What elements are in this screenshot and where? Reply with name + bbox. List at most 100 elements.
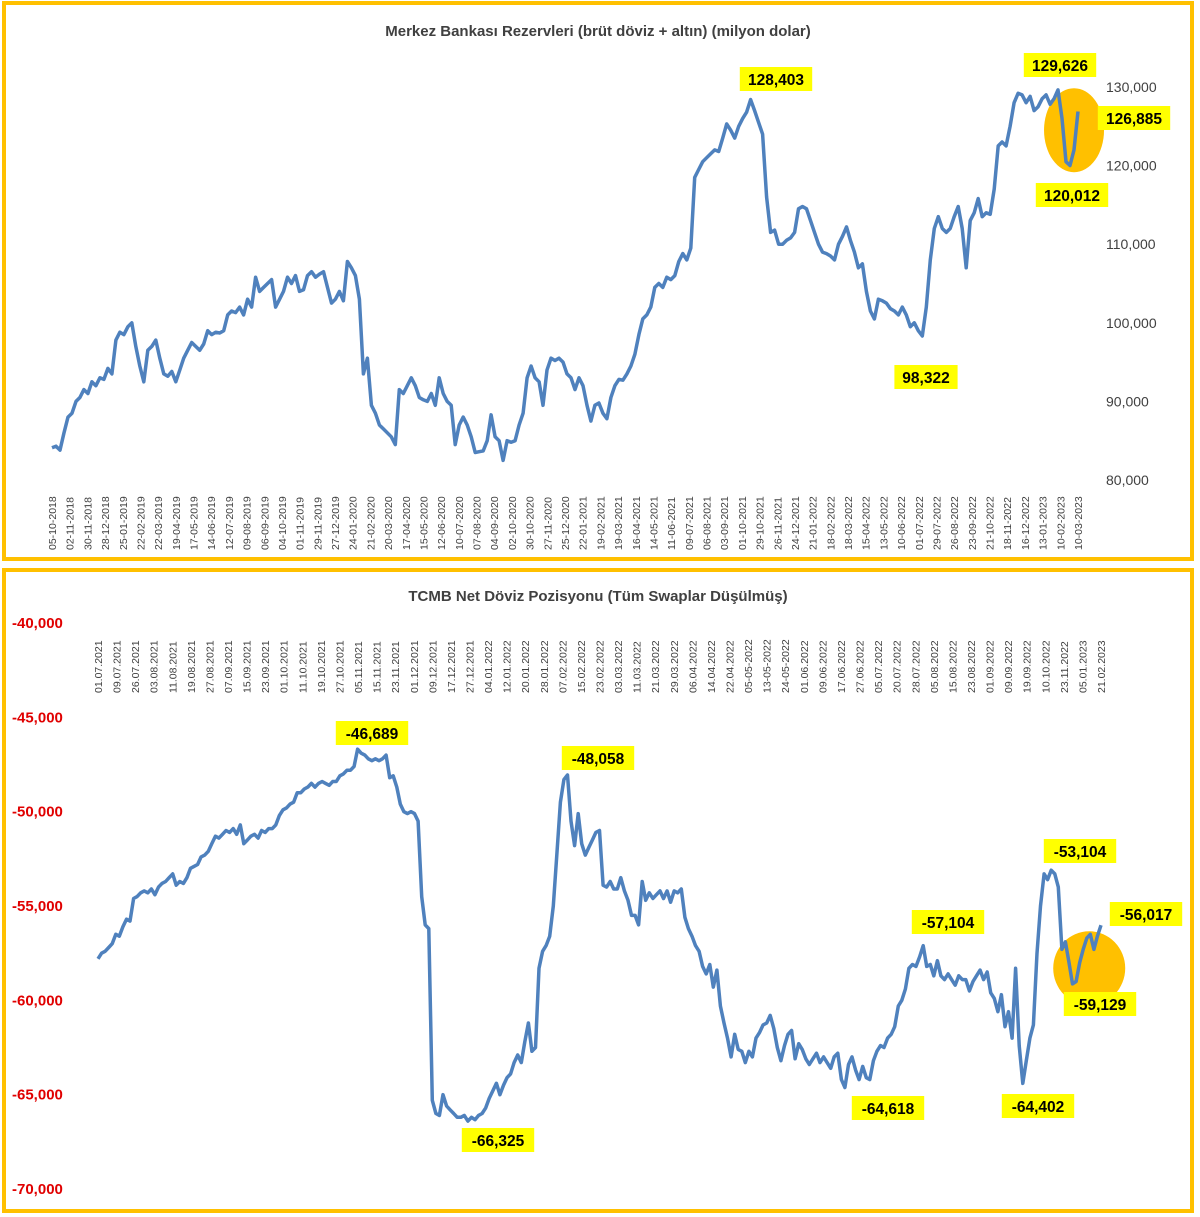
x-tick-label: 15.02.2022 [576, 640, 588, 693]
x-tick-label: 27.06.2022 [855, 640, 867, 693]
x-tick-label: 18-03-2022 [843, 496, 855, 550]
x-tick-label: 19-02-2021 [595, 496, 607, 550]
x-tick-label: 11.03.2022 [632, 641, 644, 693]
x-tick-label: 13-01-2023 [1038, 496, 1050, 550]
x-tick-label: 14-06-2019 [206, 496, 218, 550]
x-tick-label: 19.09.2022 [1022, 640, 1034, 693]
x-tick-label: 21-01-2022 [808, 496, 820, 550]
x-tick-label: 05-10-2018 [47, 496, 59, 550]
x-tick-label: 01.06.2022 [799, 640, 811, 693]
x-tick-label: 23.11.2022 [1059, 641, 1071, 693]
x-tick-label: 30-11-2018 [82, 497, 94, 550]
x-tick-label: 10-02-2023 [1055, 496, 1067, 550]
y-tick-label: 100,000 [1106, 315, 1157, 331]
callout-box [1023, 53, 1097, 77]
x-tick-label: 02-11-2018 [65, 497, 77, 550]
x-tick-label: 05.08.2022 [929, 640, 941, 693]
x-tick-label: 15-04-2022 [861, 496, 873, 550]
reserves-chart-title: Merkez Bankası Rezervleri (brüt döviz + … [385, 23, 811, 40]
x-tick-label: 05.11.2021 [353, 641, 365, 693]
x-tick-label: 07-08-2020 [472, 496, 484, 550]
x-tick-label: 29-10-2021 [755, 496, 767, 550]
reserves-chart-svg: 80,000 90,000 100,000 110,000 120,000 130,000… [47, 53, 1171, 550]
y-tick-label: 120,000 [1106, 158, 1157, 174]
x-tick-label: 04.01.2022 [483, 640, 495, 693]
x-tick-label: 01.12.2021 [409, 640, 421, 693]
x-tick-label: 15.11.2021 [372, 641, 384, 693]
x-tick-label: 21.02.2023 [1096, 640, 1108, 693]
y-tick-label: -50,000 [12, 804, 63, 821]
x-tick-label: 19.10.2021 [316, 640, 328, 693]
x-tick-label: 17-04-2020 [401, 496, 413, 550]
x-tick-label: 12-06-2020 [436, 496, 448, 550]
callout-box [1097, 106, 1171, 130]
y-tick-label: 110,000 [1106, 236, 1156, 252]
x-tick-label: 04-09-2020 [489, 496, 501, 550]
x-tick-label: 23-09-2022 [967, 496, 979, 550]
x-tick-label: 21.03.2022 [650, 640, 662, 693]
x-tick-label: 13-05-2022 [762, 639, 774, 693]
y-tick-label: -70,000 [12, 1181, 63, 1198]
x-tick-label: 11.08.2021 [167, 641, 179, 693]
y-tick-label: 130,000 [1106, 79, 1157, 95]
callout-box [1035, 183, 1109, 207]
x-tick-label: 30-10-2020 [525, 496, 537, 550]
x-tick-label: 27.08.2021 [204, 640, 216, 693]
x-tick-label: 16-04-2021 [631, 496, 643, 550]
net-fx-chart-panel: TCMB Net Döviz Pozisyonu (Tüm Swaplar Dü… [2, 568, 1194, 1213]
x-tick-label: 06.04.2022 [687, 640, 699, 693]
x-tick-label: 06-09-2019 [259, 496, 271, 550]
x-tick-label: 24-12-2021 [790, 496, 802, 550]
y-tick-label: -65,000 [12, 1087, 63, 1104]
x-tick-label: 28.01.2022 [539, 640, 551, 693]
callout-box [1001, 1094, 1075, 1118]
x-tick-label: 07.02.2022 [557, 640, 569, 693]
y-tick-label: -40,000 [12, 615, 63, 632]
x-tick-label: 01-11-2019 [295, 497, 307, 550]
y-tick-label: 80,000 [1106, 472, 1149, 488]
x-tick-label: 19-04-2019 [171, 496, 183, 550]
x-tick-label: 05.01.2023 [1077, 640, 1089, 693]
x-tick-label: 21-10-2022 [985, 496, 997, 550]
x-tick-label: 27-11-2020 [542, 497, 554, 550]
x-tick-label: 26.07.2021 [130, 640, 142, 693]
x-tick-label: 18-11-2022 [1002, 497, 1014, 550]
x-tick-label: 09.07.2021 [112, 640, 124, 693]
x-tick-label: 22.04.2022 [725, 640, 737, 693]
x-tick-label: 17.12.2021 [446, 640, 458, 693]
callout-label: 126,885 [1106, 111, 1162, 128]
x-tick-label: 23.09.2021 [260, 640, 272, 693]
x-tick-label: 22-03-2019 [153, 496, 165, 550]
x-tick-label: 07.09.2021 [223, 640, 235, 693]
x-tick-label: 10-06-2022 [896, 496, 908, 550]
x-tick-label: 25-12-2020 [560, 496, 572, 550]
x-tick-label: 22-02-2019 [135, 496, 147, 550]
callout-label: -53,104 [1054, 844, 1107, 861]
callout-box [1043, 839, 1117, 863]
x-tick-label: 28-12-2018 [100, 496, 112, 550]
x-tick-label: 11-06-2021 [666, 497, 678, 550]
x-tick-label: 06-08-2021 [702, 496, 714, 550]
callout-box [335, 721, 409, 745]
x-tick-label: 21-02-2020 [365, 496, 377, 550]
x-tick-label: 27-12-2019 [330, 496, 342, 550]
x-tick-label: 14.04.2022 [706, 640, 718, 693]
x-tick-label: 10-07-2020 [454, 496, 466, 550]
net-fx-chart-title: TCMB Net Döviz Pozisyonu (Tüm Swaplar Dü… [408, 588, 788, 605]
x-tick-label: 20.07.2022 [892, 640, 904, 693]
x-tick-label: 15.08.2022 [947, 640, 959, 693]
y-tick-label: 90,000 [1106, 393, 1149, 409]
callout-label: 129,626 [1032, 58, 1088, 75]
x-tick-label: 27.12.2021 [464, 640, 476, 693]
x-tick-label: 14-05-2021 [648, 496, 660, 550]
callout-label: 128,403 [748, 72, 804, 89]
x-tick-label: 05.07.2022 [873, 640, 885, 693]
x-tick-label: 01.10.2021 [279, 640, 291, 693]
x-tick-label: 04-10-2019 [277, 496, 289, 550]
x-tick-label: 09-08-2019 [242, 496, 254, 550]
x-tick-label: 20-03-2020 [383, 496, 395, 550]
net-fx-chart-svg: -40,000 -45,000 -50,000 -55,000 -60,000 -65,0… [12, 615, 1183, 1198]
reserves-series-line [51, 88, 1080, 463]
callout-box [561, 746, 635, 770]
x-tick-label: 25-01-2019 [118, 496, 130, 550]
